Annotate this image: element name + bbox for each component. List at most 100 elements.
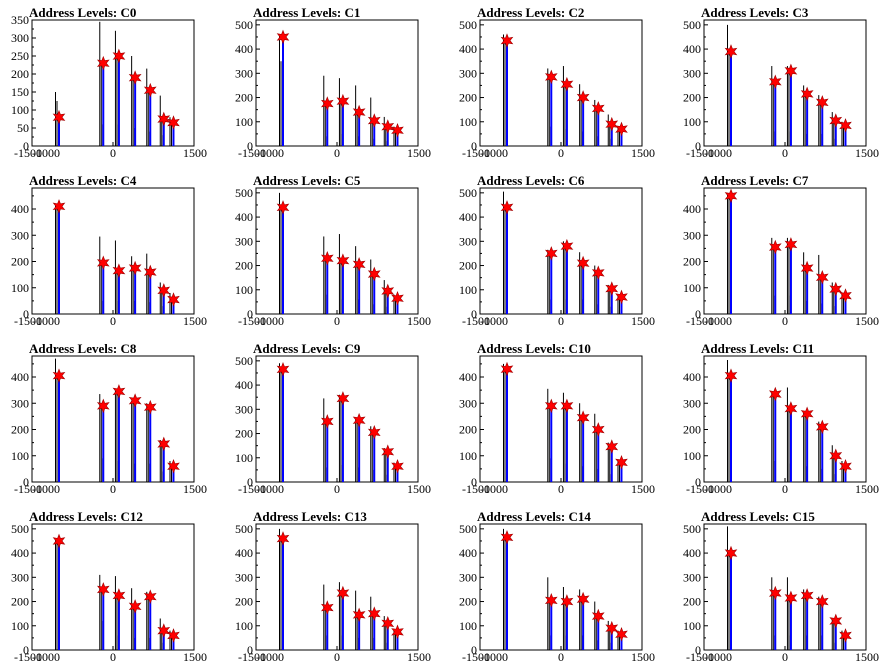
peak-marker xyxy=(800,588,814,603)
peak-marker xyxy=(784,63,798,79)
peak-marker xyxy=(768,386,782,402)
chart-panel: Address Levels: C8 0 100 200 300 400 -1500-100… xyxy=(11,341,207,496)
y-tick-label: 0 xyxy=(471,139,477,153)
x-tick-label: 0 xyxy=(334,650,340,664)
peak-marker xyxy=(336,93,350,109)
peak-marker xyxy=(576,90,590,105)
y-tick-label: 100 xyxy=(459,449,477,463)
peak-marker xyxy=(96,255,110,271)
x-tick-label: -1500 xyxy=(14,314,42,328)
chart-panel: Address Levels: C14 0 100 200 300 400 500 -1500… xyxy=(459,509,655,664)
peak-marker xyxy=(52,199,66,214)
peak-marker xyxy=(157,623,171,638)
peak-marker xyxy=(381,119,395,134)
x-tick-label: 1500 xyxy=(183,146,207,160)
y-tick-label: 100 xyxy=(683,449,701,463)
peak-marker xyxy=(276,200,290,215)
y-tick-label: 300 xyxy=(683,396,701,410)
x-tick-label: 1500 xyxy=(407,146,431,160)
x-tick-label: -1500 xyxy=(14,650,42,664)
peak-marker xyxy=(128,393,142,408)
y-tick-label: 200 xyxy=(683,91,701,105)
y-tick-label: 0 xyxy=(247,475,253,489)
y-tick-label: 400 xyxy=(459,546,477,560)
peak-marker xyxy=(768,585,782,601)
peak-marker xyxy=(167,292,180,307)
y-tick-label: 100 xyxy=(459,619,477,633)
x-tick-label: 0 xyxy=(110,146,116,160)
peak-marker xyxy=(391,290,404,306)
x-tick-label: -1000 xyxy=(704,314,732,328)
peak-marker xyxy=(52,109,66,125)
peak-marker xyxy=(320,250,334,266)
x-tick-label: 1500 xyxy=(631,650,655,664)
chart-panel: Address Levels: C9 0 100 200 300 400 500 -1500-… xyxy=(235,341,431,496)
x-tick-label: -1500 xyxy=(238,314,266,328)
peak-marker xyxy=(839,628,852,643)
y-tick-label: 400 xyxy=(683,42,701,56)
chart-title: Address Levels: C11 xyxy=(701,341,814,356)
peak-marker xyxy=(112,263,126,279)
peak-marker xyxy=(724,368,738,384)
y-tick-label: 400 xyxy=(683,546,701,560)
y-tick-label: 200 xyxy=(459,595,477,609)
peak-marker xyxy=(367,606,381,622)
peak-marker xyxy=(724,188,738,204)
peak-marker xyxy=(768,74,782,90)
y-tick-label: 0 xyxy=(247,139,253,153)
y-tick-label: 100 xyxy=(235,451,253,465)
y-tick-label: 50 xyxy=(17,121,29,135)
x-tick-label: -1500 xyxy=(238,482,266,496)
x-tick-label: 0 xyxy=(782,146,788,160)
peak-marker xyxy=(560,238,574,254)
y-tick-label: 0 xyxy=(23,307,29,321)
y-tick-label: 300 xyxy=(11,228,29,242)
y-tick-label: 200 xyxy=(235,595,253,609)
peak-marker xyxy=(143,399,157,415)
y-tick-label: 100 xyxy=(459,283,477,297)
y-tick-label: 500 xyxy=(235,522,253,536)
peak-marker xyxy=(544,398,558,414)
peak-marker xyxy=(352,412,366,428)
y-tick-label: 200 xyxy=(11,67,29,81)
y-tick-label: 200 xyxy=(683,595,701,609)
chart-title: Address Levels: C7 xyxy=(701,173,809,188)
x-tick-label: 0 xyxy=(558,650,564,664)
peak-marker xyxy=(839,288,852,303)
y-tick-label: 0 xyxy=(247,643,253,657)
peak-marker xyxy=(839,458,852,474)
peak-marker xyxy=(724,545,738,561)
y-tick-label: 400 xyxy=(11,202,29,216)
y-tick-label: 100 xyxy=(11,281,29,295)
peak-marker xyxy=(829,281,843,297)
x-tick-label: 1500 xyxy=(407,650,431,664)
chart-title: Address Levels: C15 xyxy=(701,509,815,524)
chart-title: Address Levels: C0 xyxy=(29,5,136,20)
y-tick-label: 300 xyxy=(11,396,29,410)
x-tick-label: -1500 xyxy=(462,650,490,664)
x-tick-label: -1500 xyxy=(462,482,490,496)
peak-marker xyxy=(157,436,171,452)
y-tick-label: 500 xyxy=(235,186,253,200)
peak-marker xyxy=(352,256,366,272)
y-tick-label: 400 xyxy=(459,42,477,56)
y-tick-label: 400 xyxy=(235,378,253,392)
x-tick-label: -1500 xyxy=(686,314,714,328)
x-tick-label: 0 xyxy=(782,650,788,664)
chart-title: Address Levels: C10 xyxy=(477,341,591,356)
chart-title: Address Levels: C4 xyxy=(29,173,137,188)
peak-marker xyxy=(560,594,574,609)
peak-marker xyxy=(576,591,590,607)
y-tick-label: 400 xyxy=(235,546,253,560)
peak-marker xyxy=(815,269,829,285)
peak-marker xyxy=(576,255,590,271)
peak-marker xyxy=(800,406,814,422)
peak-marker xyxy=(96,398,110,414)
chart-panel: Address Levels: C7 0 100 200 300 400 -1500-100… xyxy=(683,173,879,328)
y-tick-label: 300 xyxy=(235,234,253,248)
peak-marker xyxy=(800,86,814,102)
peak-marker xyxy=(52,368,66,384)
chart-title: Address Levels: C13 xyxy=(253,509,367,524)
peak-marker xyxy=(143,589,157,605)
x-tick-label: 0 xyxy=(558,482,564,496)
